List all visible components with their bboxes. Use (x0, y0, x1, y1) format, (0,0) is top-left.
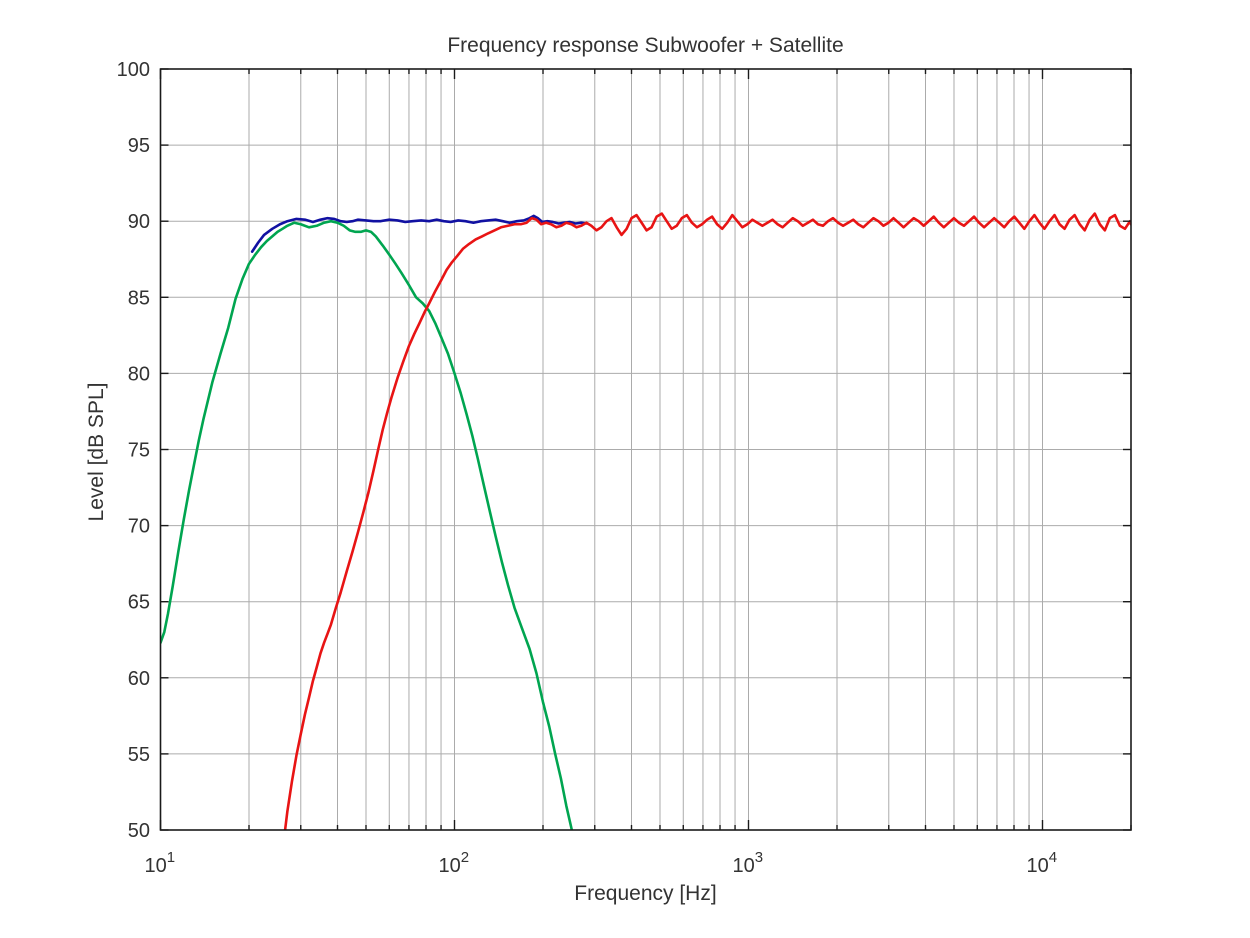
y-tick-label: 80 (128, 363, 150, 385)
x-axis-label: Frequency [Hz] (574, 882, 717, 905)
grid-lines (160, 69, 1132, 830)
satellite-curve (283, 212, 1131, 830)
x-tick-label: 104 (1026, 849, 1057, 877)
y-tick-labels: 50 55 60 65 70 75 80 85 90 95 100 (117, 59, 150, 842)
y-tick-label: 75 (128, 440, 150, 462)
x-tick-label: 102 (438, 849, 469, 877)
x-tick-label: 101 (145, 849, 176, 877)
sum-subwoofer-plus-satellite-curve (250, 214, 589, 253)
x-tick-label: 103 (732, 849, 763, 877)
y-tick-label: 60 (128, 668, 150, 690)
chart-title: Frequency response Subwoofer + Satellite (447, 34, 844, 57)
y-tick-label: 85 (128, 287, 150, 309)
y-tick-label: 95 (128, 135, 150, 157)
y-axis-label: Level [dB SPL] (85, 382, 108, 522)
x-tick-labels: 101 102 103 104 (145, 849, 1058, 877)
y-tick-label: 90 (128, 211, 150, 233)
curves (160, 212, 1131, 830)
y-tick-label: 55 (128, 744, 150, 766)
y-tick-label: 65 (128, 592, 150, 614)
tick-marks (159, 68, 1132, 831)
y-tick-label: 100 (117, 59, 150, 81)
y-tick-label: 70 (128, 516, 150, 538)
y-tick-label: 50 (128, 820, 150, 842)
subwoofer-curve (160, 219, 574, 830)
